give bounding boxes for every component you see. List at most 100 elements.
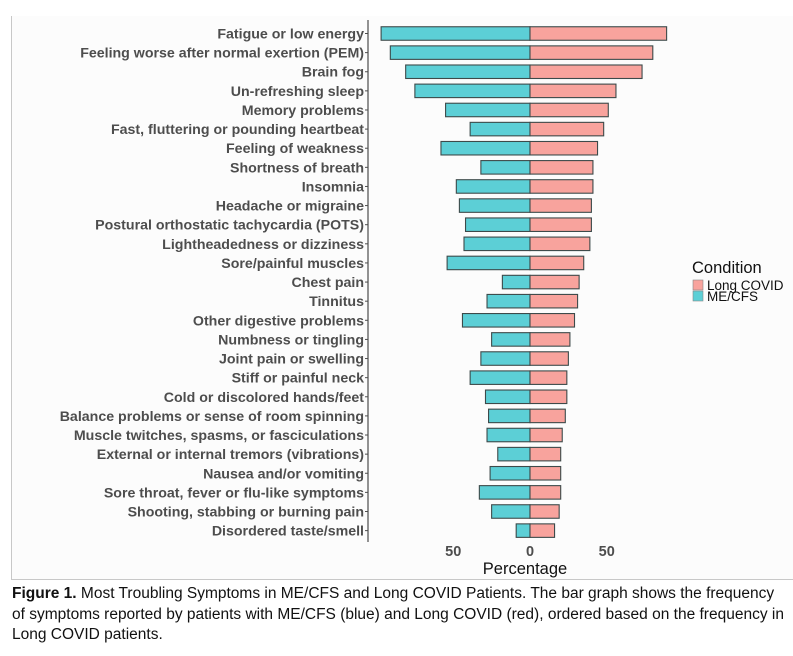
x-axis-label: Percentage — [483, 560, 567, 578]
me-cfs-bar — [414, 83, 531, 99]
y-tick-label: Chest pain — [291, 275, 364, 291]
x-tick-label: 50 — [599, 544, 615, 560]
y-tick-label: Shortness of breath — [230, 160, 364, 176]
long-covid-bar — [529, 217, 592, 232]
long-covid-bar — [529, 45, 654, 60]
me-cfs-bar — [489, 465, 531, 481]
long-covid-bar — [529, 83, 617, 99]
figure-frame — [11, 16, 793, 580]
y-axis-labels: Fatigue or low energy Feeling worse after… — [60, 27, 368, 540]
x-tick-label: 50 — [445, 544, 461, 560]
me-cfs-bar — [405, 64, 531, 80]
y-tick-label: Sore/painful muscles — [221, 256, 364, 272]
x-tick-label: 0 — [526, 544, 534, 560]
y-tick-label: Memory problems — [242, 103, 364, 119]
me-cfs-bar — [440, 140, 531, 156]
y-tick-label: Feeling of weakness — [226, 141, 364, 157]
me-cfs-bar — [469, 370, 531, 385]
y-tick-label: Sore throat, fever or flu-like symptoms — [104, 485, 364, 501]
y-tick-label: Un-refreshing sleep — [231, 84, 365, 100]
caption-text: Most Troubling Symptoms in ME/CFS and Lo… — [12, 585, 784, 643]
long-covid-bar — [529, 427, 563, 443]
y-tick-label: External or internal tremors (vibrations… — [97, 447, 365, 463]
me-cfs-bar — [461, 312, 531, 328]
y-tick-label: Joint pain or swelling — [219, 352, 364, 368]
x-axis-ticks: 50 0 50 — [445, 544, 615, 560]
y-tick-label: Postural orthostatic tachycardia (POTS) — [95, 218, 364, 234]
long-covid-bar — [529, 389, 568, 405]
y-tick-label: Brain fog — [302, 65, 364, 81]
long-covid-bar — [529, 274, 580, 290]
long-covid-bar — [529, 26, 668, 41]
y-tick-label: Disordered taste/smell — [212, 524, 364, 540]
caption-label: Figure 1. — [12, 585, 77, 602]
me-cfs-bar — [458, 198, 531, 213]
legend-label-me-cfs: ME/CFS — [707, 289, 758, 304]
long-covid-bar — [529, 198, 592, 213]
long-covid-bar — [529, 351, 569, 366]
me-cfs-bar — [478, 485, 531, 500]
long-covid-bar — [529, 446, 562, 462]
me-cfs-bar — [491, 504, 531, 519]
me-cfs-bar — [484, 389, 531, 405]
y-tick-label: Insomnia — [302, 179, 364, 195]
long-covid-bar — [529, 332, 571, 347]
me-cfs-bar — [515, 523, 531, 538]
long-covid-bar — [529, 121, 605, 137]
me-cfs-series — [380, 26, 531, 538]
me-cfs-bar — [445, 102, 531, 118]
figure-caption: Figure 1. Most Troubling Symptoms in ME/… — [12, 584, 787, 646]
y-tick-label: Cold or discolored hands/feet — [164, 390, 365, 406]
legend-swatch-me-cfs — [692, 290, 704, 302]
y-tick-label: Numbness or tingling — [218, 332, 364, 348]
me-cfs-bar — [446, 255, 531, 271]
long-covid-bar — [529, 370, 568, 385]
y-tick-label: Other digestive problems — [193, 313, 364, 329]
long-covid-series — [529, 26, 668, 538]
y-tick-label: Muscle twitches, spasms, or fasciculatio… — [74, 428, 364, 444]
me-cfs-bar — [389, 45, 531, 60]
y-tick-label: Headache or migraine — [216, 199, 364, 215]
y-tick-label: Feeling worse after normal exertion (PEM… — [80, 46, 364, 62]
long-covid-bar — [529, 523, 556, 538]
y-tick-label: Nausea and/or vomiting — [203, 466, 364, 482]
y-tick-label: Balance problems or sense of room spinni… — [60, 409, 364, 425]
y-tick-label: Tinnitus — [309, 294, 364, 310]
me-cfs-bar — [469, 121, 531, 137]
long-covid-bar — [529, 485, 562, 500]
long-covid-bar — [529, 179, 594, 194]
me-cfs-bar — [486, 293, 531, 309]
me-cfs-bar — [464, 217, 531, 232]
long-covid-bar — [529, 64, 643, 80]
me-cfs-bar — [486, 427, 531, 443]
y-tick-label: Lightheadedness or dizziness — [162, 237, 364, 253]
me-cfs-bar — [380, 26, 531, 41]
long-covid-bar — [529, 293, 579, 309]
long-covid-bar — [529, 255, 585, 271]
y-tick-label: Fatigue or low energy — [217, 27, 364, 43]
legend-title: Condition — [692, 259, 762, 277]
legend-label-long-covid: Long COVID — [707, 278, 784, 293]
y-tick-label: Fast, fluttering or pounding heartbeat — [111, 122, 364, 138]
long-covid-bar — [529, 160, 594, 175]
long-covid-bar — [529, 408, 566, 424]
me-cfs-bar — [463, 236, 531, 252]
long-covid-bar — [529, 465, 562, 481]
legend-swatch-long-covid — [692, 279, 704, 291]
me-cfs-bar — [480, 351, 531, 366]
long-covid-bar — [529, 504, 560, 519]
me-cfs-bar — [488, 408, 531, 424]
me-cfs-bar — [497, 446, 531, 462]
y-tick-label: Stiff or painful neck — [232, 371, 365, 387]
me-cfs-bar — [501, 274, 531, 290]
me-cfs-bar — [491, 332, 531, 347]
long-covid-bar — [529, 140, 599, 156]
bar-chart: Fatigue or low energy Feeling worse after… — [60, 20, 784, 578]
long-covid-bar — [529, 102, 609, 118]
legend: Condition Long COVID ME/CFS — [692, 259, 784, 304]
long-covid-bar — [529, 312, 576, 328]
long-covid-bar — [529, 236, 591, 252]
me-cfs-bar — [480, 160, 531, 175]
me-cfs-bar — [455, 179, 531, 194]
y-tick-label: Shooting, stabbing or burning pain — [128, 505, 364, 521]
